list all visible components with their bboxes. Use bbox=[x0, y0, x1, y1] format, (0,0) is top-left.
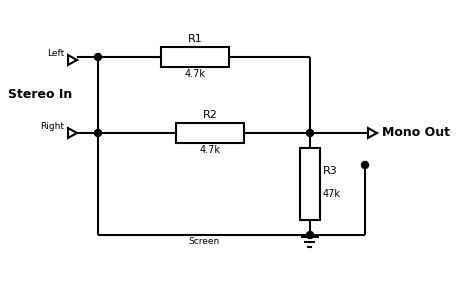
Circle shape bbox=[362, 162, 368, 169]
Text: 4.7k: 4.7k bbox=[184, 69, 206, 79]
Text: 4.7k: 4.7k bbox=[200, 145, 220, 155]
Circle shape bbox=[307, 232, 313, 239]
Text: Right: Right bbox=[40, 122, 64, 131]
Text: R3: R3 bbox=[323, 166, 338, 176]
Text: Stereo In: Stereo In bbox=[8, 89, 72, 101]
Bar bbox=[300, 148, 320, 220]
Text: 47k: 47k bbox=[323, 189, 341, 199]
Circle shape bbox=[94, 53, 101, 60]
Text: R2: R2 bbox=[202, 110, 218, 120]
Bar bbox=[161, 47, 229, 67]
Text: Mono Out: Mono Out bbox=[382, 126, 450, 139]
Bar bbox=[176, 123, 244, 143]
Text: Left: Left bbox=[47, 49, 64, 58]
Text: R1: R1 bbox=[188, 34, 202, 44]
Circle shape bbox=[307, 130, 313, 137]
Circle shape bbox=[94, 130, 101, 137]
Text: Screen: Screen bbox=[188, 237, 219, 246]
